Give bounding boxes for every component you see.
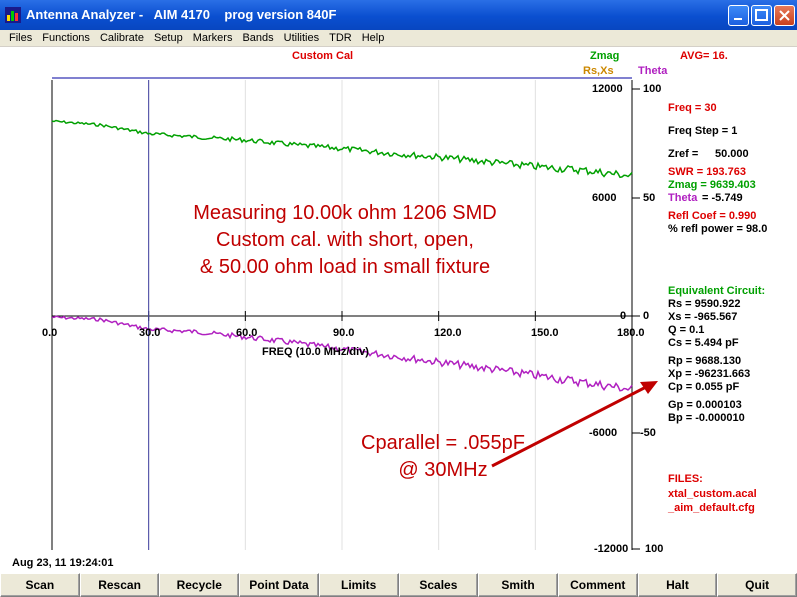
close-button[interactable] [774,5,795,26]
app-icon [5,7,21,23]
annotation-arrow [491,384,649,468]
right-ticks [632,88,640,550]
scales-button[interactable]: Scales [398,573,479,597]
refl-coef-readout: Refl Coef = 0.990 [668,210,757,222]
zref-label: Zref = [668,148,699,160]
menu-markers[interactable]: Markers [192,32,233,44]
annotation-main-line3: & 50.00 ohm load in small fixture [199,256,491,278]
zmag-readout: Zmag = 9639.403 [668,179,756,191]
left-axis-minus6000: -6000 [589,427,618,439]
rp-readout: Rp = 9688.130 [668,355,742,367]
q-readout: Q = 0.1 [668,324,705,336]
timestamp: Aug 23, 11 19:24:01 [12,557,114,569]
left-axis-top: 12000 [592,83,623,95]
close-icon [779,10,790,21]
halt-button[interactable]: Halt [637,573,718,597]
menu-functions[interactable]: Functions [42,32,90,44]
menu-setup[interactable]: Setup [153,32,183,44]
xp-readout: Xp = -96231.663 [668,368,751,380]
x-tick: 60.0 [236,327,258,339]
swr-readout: SWR = 193.763 [668,166,746,178]
rsxs-legend: Rs,Xs [583,65,614,77]
annotation-main-line1: Measuring 10.00k ohm 1206 SMD [193,202,497,224]
right-axis-50: 50 [643,192,656,204]
freq-step-readout: Freq Step = 1 [668,125,738,137]
menu-help[interactable]: Help [361,32,385,44]
zmag-legend: Zmag [590,50,620,62]
minimize-button[interactable] [728,5,749,26]
left-axis-bottom: -12000 [594,543,629,555]
comment-button[interactable]: Comment [557,573,638,597]
menu-bands[interactable]: Bands [242,32,274,44]
title-bar: Antenna Analyzer - AIM 4170 prog version… [0,0,797,30]
annotation-cp-line1: Cparallel = .055pF [361,432,525,454]
menu-tdr[interactable]: TDR [329,32,352,44]
smith-button[interactable]: Smith [478,573,558,597]
files-title: FILES: [668,473,703,485]
button-bar: Scan Rescan Recycle Point Data Limits Sc… [0,573,797,597]
cp-readout: Cp = 0.055 pF [668,381,740,393]
cs-readout: Cs = 5.494 pF [668,337,739,349]
cal-label: Custom Cal [292,50,354,62]
freq-readout: Freq = 30 [668,102,717,114]
point-data-button[interactable]: Point Data [239,573,319,597]
avg-label: AVG= 16. [680,50,728,62]
menu-calibrate[interactable]: Calibrate [99,32,144,44]
theta-trace [51,315,633,392]
right-axis-top: 100 [643,83,662,95]
bp-readout: Bp = -0.000010 [668,412,745,424]
file-cfg: _aim_default.cfg [668,502,755,514]
rs-readout: Rs = 9590.922 [668,298,741,310]
quit-button[interactable]: Quit [717,573,797,597]
menu-files[interactable]: Files [9,32,33,44]
left-axis-zero: 0 [620,310,627,322]
x-tick: 90.0 [333,327,355,339]
plot-area[interactable] [0,47,797,572]
menu-bar: Files Functions Calibrate Setup Markers … [0,30,797,47]
x-tick: 180.0 [617,327,645,339]
zref-value: 50.000 [715,148,749,160]
minimize-icon [734,18,742,20]
limits-button[interactable]: Limits [318,573,399,597]
annotation-cp-line2: @ 30MHz [398,459,488,481]
zmag-trace [51,119,633,179]
maximize-icon [755,9,768,21]
x-tick: 150.0 [531,327,559,339]
annotation-main-line2: Custom cal. with short, open, [216,229,474,251]
x-axis-label: FREQ (10.0 MHz/div) [262,346,369,358]
gp-readout: Gp = 0.000103 [668,399,742,411]
equiv-circuit-title: Equivalent Circuit: [668,285,766,297]
x-tick: 0.0 [42,327,58,339]
scan-button[interactable]: Scan [0,573,80,597]
theta-readout-label: Theta [668,192,698,204]
theta-legend: Theta [638,65,668,77]
x-tick: 120.0 [434,327,462,339]
right-axis-minus50: -50 [640,427,656,439]
xs-readout: Xs = -965.567 [668,311,738,323]
right-axis-zero: 0 [643,310,650,322]
rescan-button[interactable]: Rescan [79,573,160,597]
x-tick: 30.0 [139,327,161,339]
file-acal: xtal_custom.acal [668,488,757,500]
window-title: Antenna Analyzer - AIM 4170 prog version… [26,7,337,22]
recycle-button[interactable]: Recycle [159,573,240,597]
left-axis-6000: 6000 [592,192,617,204]
theta-readout-value: = -5.749 [702,192,743,204]
menu-utilities[interactable]: Utilities [283,32,320,44]
maximize-button[interactable] [751,5,772,26]
annotation-arrow-head [640,381,658,394]
refl-power-readout: % refl power = 98.0 [668,223,768,235]
right-axis-bottom: 100 [645,543,664,555]
